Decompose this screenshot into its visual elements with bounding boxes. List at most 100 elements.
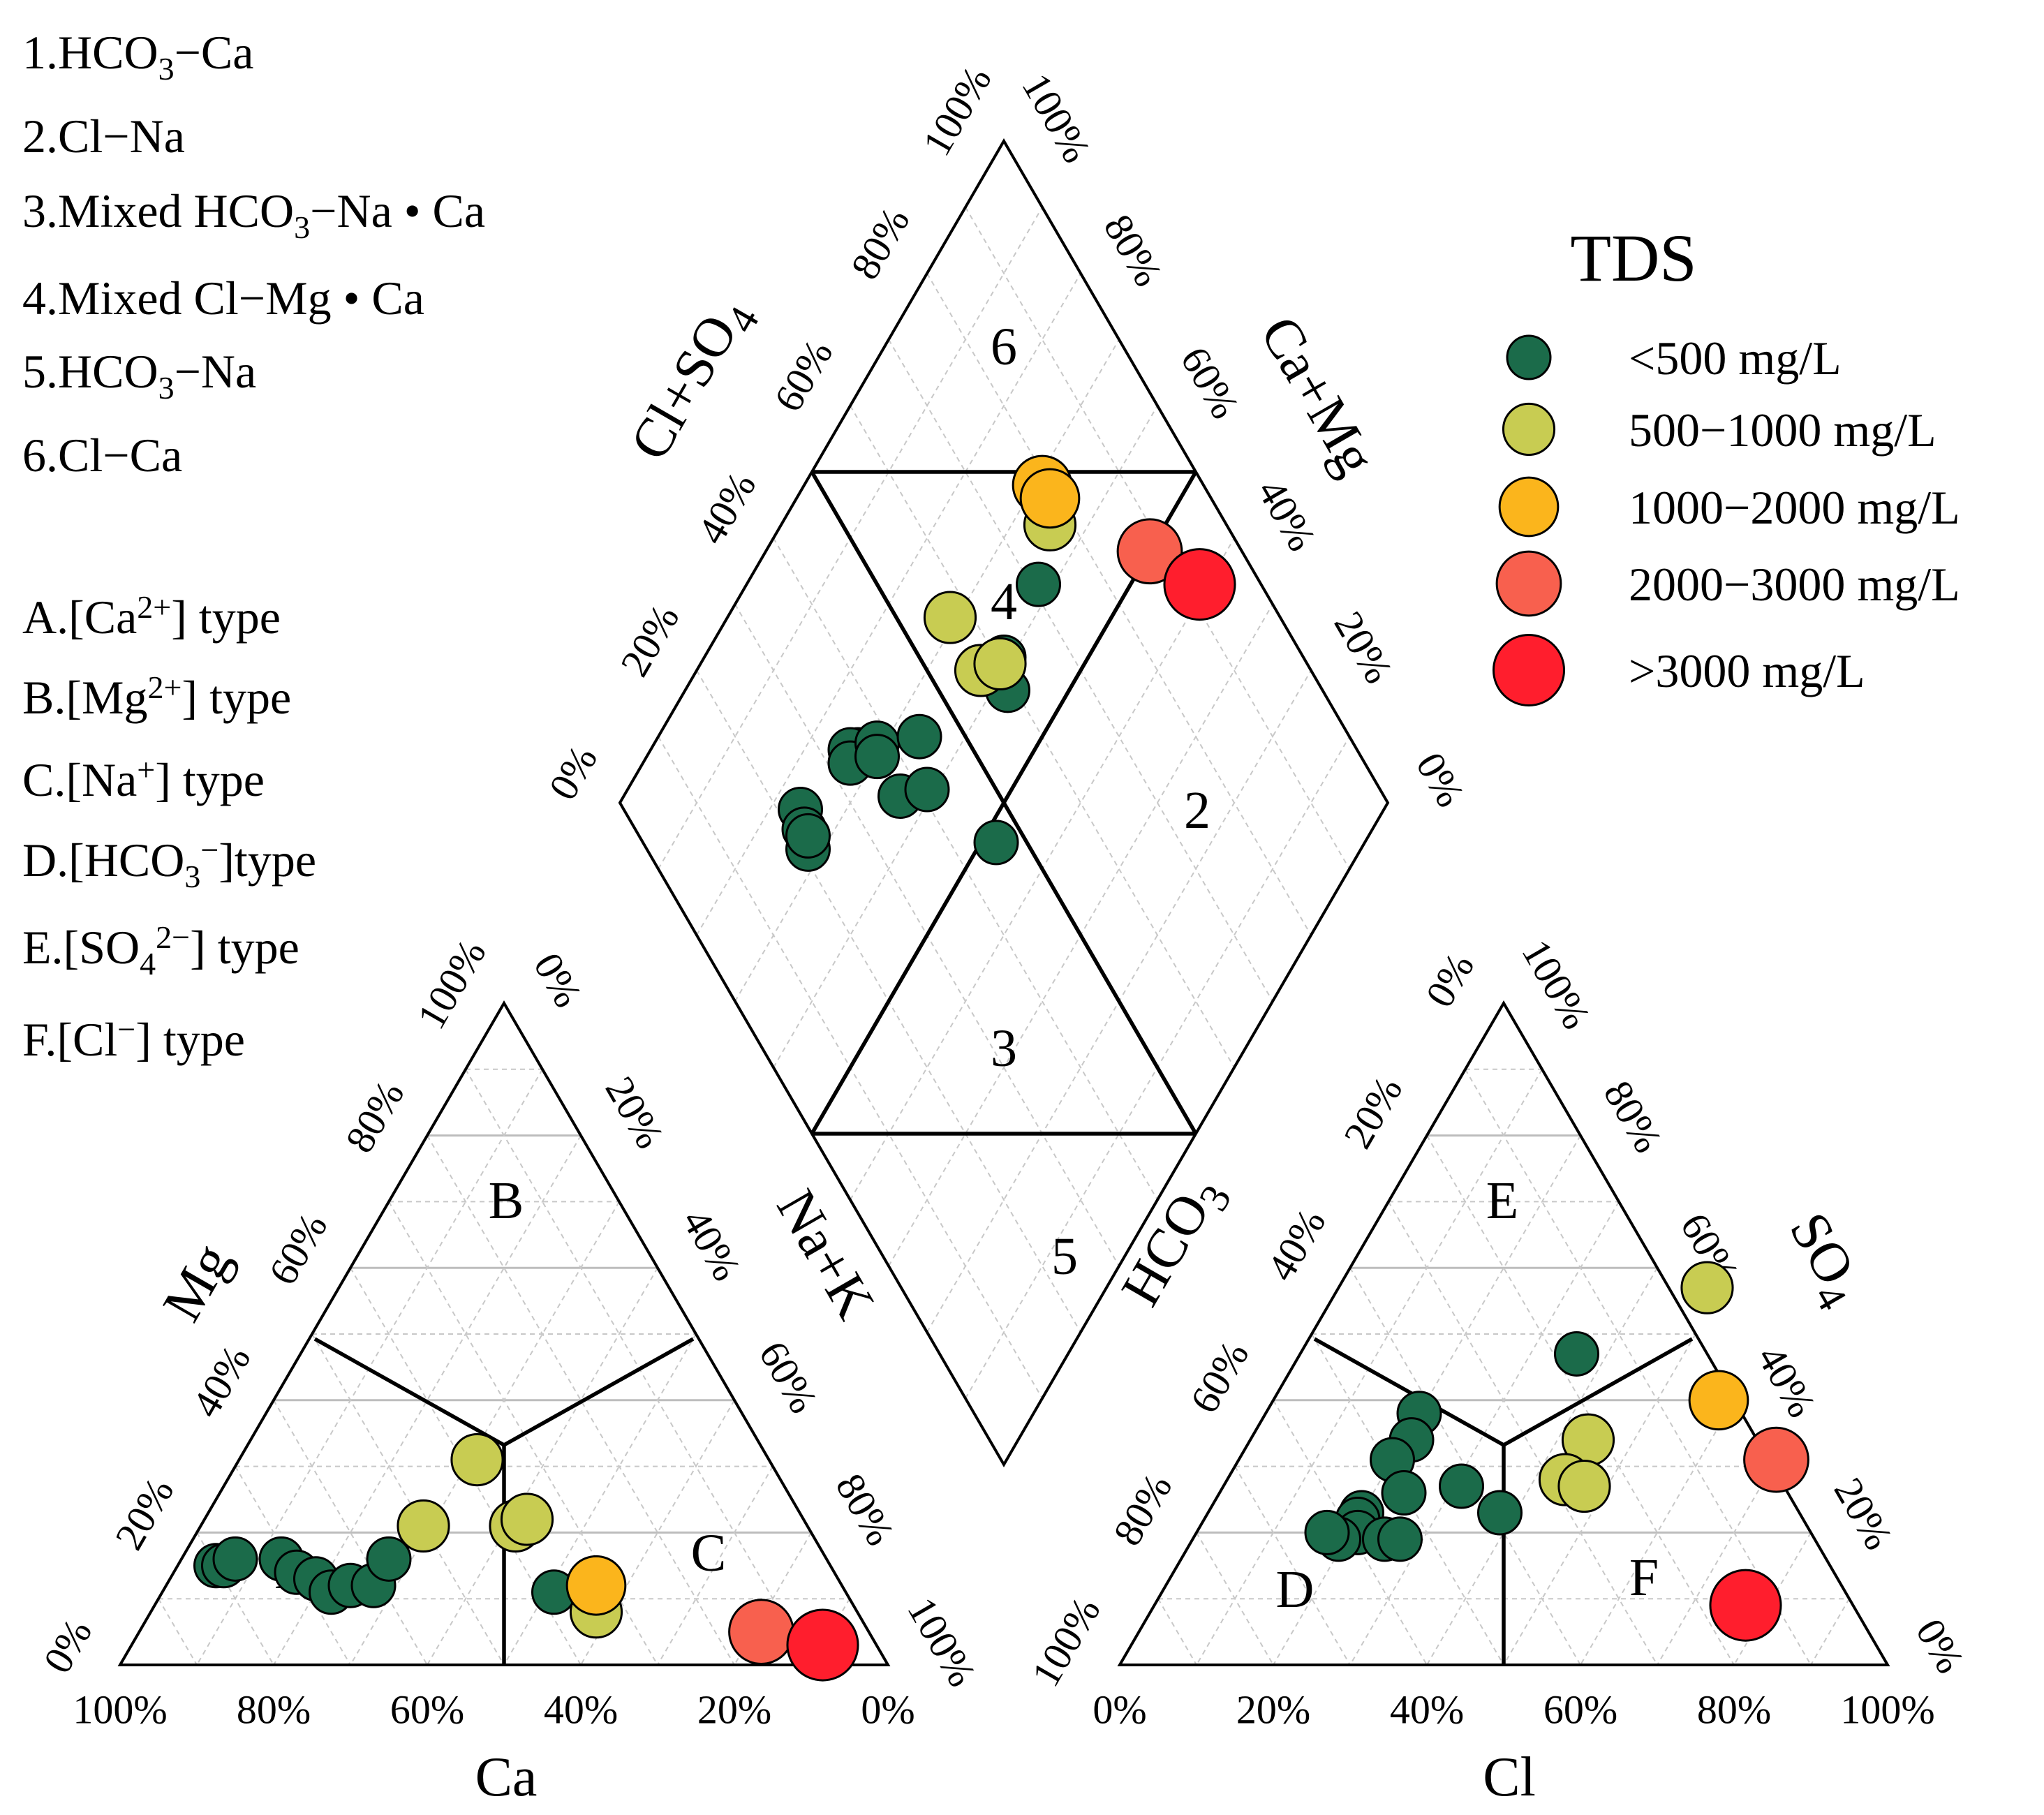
anion-point [1709, 1569, 1782, 1642]
hco3-tick-label: 100% [1023, 1590, 1109, 1694]
mg-tick-label: 0% [34, 1611, 101, 1680]
anion-grid-b [1580, 1400, 1735, 1666]
cl-tick-label: 60% [1543, 1687, 1617, 1732]
axis-title-cl-so4: Cl+SO4 [619, 286, 768, 475]
diamond-point [854, 734, 900, 780]
cl-so4-tick-label: 80% [842, 200, 918, 287]
legend-marker [1492, 633, 1566, 707]
diamond [618, 138, 1390, 1467]
cation-point [565, 1555, 627, 1616]
diamond-point [923, 591, 977, 644]
anion-grid-a [1465, 1069, 1812, 1666]
cl-tick-label: 80% [1697, 1687, 1771, 1732]
cation-grid-b [427, 1267, 658, 1666]
anion-grid-a [1273, 1400, 1428, 1666]
legend-label: <500 mg/L [1629, 332, 1842, 385]
hco3-tick-label: 20% [1335, 1069, 1411, 1156]
cl-tick-label: 20% [1236, 1687, 1310, 1732]
ca-mg-tick-label: 0% [1407, 745, 1474, 814]
mg-tick-label: 80% [336, 1073, 413, 1160]
so4-tick-label: 40% [1749, 1338, 1825, 1425]
hydrochemical-type-label: 2.Cl−Na [22, 110, 185, 163]
cation-grid-a [235, 1466, 351, 1666]
na-k-tick-label: 20% [597, 1069, 673, 1156]
legend-label: 1000−2000 mg/L [1629, 481, 1960, 534]
anion-point [1554, 1331, 1599, 1377]
legend-marker [1498, 476, 1560, 538]
region-label-f: F [1629, 1548, 1659, 1607]
axis-title-hco3: HCO3 [1110, 1165, 1241, 1321]
ion-type-label: A.[Ca2+] type [22, 589, 281, 644]
na-k-tick-label: 60% [750, 1333, 827, 1421]
region-label-4: 4 [991, 572, 1017, 631]
cation-grid-a [311, 1333, 505, 1666]
hco3-tick-label: 60% [1181, 1333, 1257, 1421]
diamond-point [1016, 561, 1061, 607]
anion-point [1304, 1509, 1350, 1555]
region-label-3: 3 [991, 1019, 1017, 1078]
hydrochemical-type-label: 6.Cl−Ca [22, 429, 182, 482]
so4-tick-label: 20% [1825, 1470, 1902, 1557]
region-label-d: D [1276, 1560, 1314, 1619]
axis-title-na-k: Na+K [764, 1180, 886, 1329]
so4-tick-label: 80% [1595, 1073, 1671, 1160]
cl-so4-tick-label: 40% [688, 464, 764, 551]
legend-marker [1495, 550, 1562, 617]
anion-point [1557, 1459, 1611, 1513]
cation-point [397, 1499, 450, 1553]
diamond-point [973, 637, 1027, 690]
tds-legend: TDS <500 mg/L 500−1000 mg/L 1000−2000 mg/… [1492, 221, 1960, 707]
so4-tick-label: 0% [1907, 1611, 1973, 1680]
na-k-tick-label: 0% [525, 945, 591, 1014]
cation-point [366, 1536, 412, 1582]
ion-type-label: B.[Mg2+] type [22, 669, 291, 724]
anion-grid-b [1810, 1598, 1850, 1666]
ca-tick-label: 80% [237, 1687, 311, 1732]
legend-label: >3000 mg/L [1629, 644, 1865, 697]
ca-tick-label: 0% [861, 1687, 914, 1732]
hco3-tick-label: 40% [1258, 1201, 1334, 1289]
legend-label: 500−1000 mg/L [1629, 403, 1936, 457]
points-layer [193, 454, 1809, 1682]
mg-tick-label: 100% [408, 932, 495, 1037]
axis-title-mg: Mg [151, 1234, 244, 1331]
hydrochemical-type-label: 5.HCO3−Na [22, 345, 256, 406]
mg-tick-label: 20% [106, 1470, 182, 1557]
ca-tick-label: 20% [697, 1687, 771, 1732]
ca-mg-tick-label: 40% [1249, 471, 1325, 558]
ca-mg-tick-label: 60% [1172, 339, 1248, 427]
anion-point [1688, 1370, 1749, 1431]
legend-label: 2000−3000 mg/L [1629, 558, 1960, 611]
anion-grid-b [1657, 1466, 1773, 1666]
ca-tick-label: 40% [544, 1687, 618, 1732]
axis-title-ca-mg: Ca+Mg [1248, 306, 1387, 485]
anion-grid-a [1234, 1466, 1351, 1666]
anion-grid-a [1157, 1598, 1197, 1666]
ion-type-label: D.[HCO3−]type [22, 832, 316, 894]
axis-title-so4: SO4 [1770, 1203, 1877, 1318]
cation-grid-a [158, 1598, 198, 1666]
legend-marker [1502, 402, 1556, 457]
region-label-5: 5 [1051, 1227, 1078, 1286]
ion-type-label: C.[Na+] type [22, 752, 265, 806]
diamond-point [896, 713, 942, 760]
cation-point [450, 1433, 504, 1487]
cation-point [728, 1599, 794, 1665]
cl-tick-label: 40% [1390, 1687, 1464, 1732]
classification-legend: 1.HCO3−Ca 2.Cl−Na 3.Mixed HCO3−Na • Ca 4.Mi… [22, 26, 485, 1066]
na-k-tick-label: 40% [674, 1201, 750, 1289]
ion-type-label: E.[SO42−] type [22, 919, 299, 981]
mg-tick-label: 60% [260, 1206, 336, 1293]
anion-point [1680, 1261, 1734, 1314]
anion-point [1439, 1463, 1484, 1509]
diamond-point [904, 766, 950, 813]
diamond-point [973, 820, 1019, 866]
diamond-point [1116, 518, 1183, 585]
cation-grid-a [273, 1400, 428, 1666]
anion-grid-a [1426, 1135, 1735, 1666]
so4-tick-label: 100% [1513, 932, 1599, 1037]
axis-title-ca: Ca [475, 1747, 538, 1808]
region-label-6: 6 [991, 318, 1017, 376]
cl-so4-tick-label: 20% [612, 597, 688, 684]
